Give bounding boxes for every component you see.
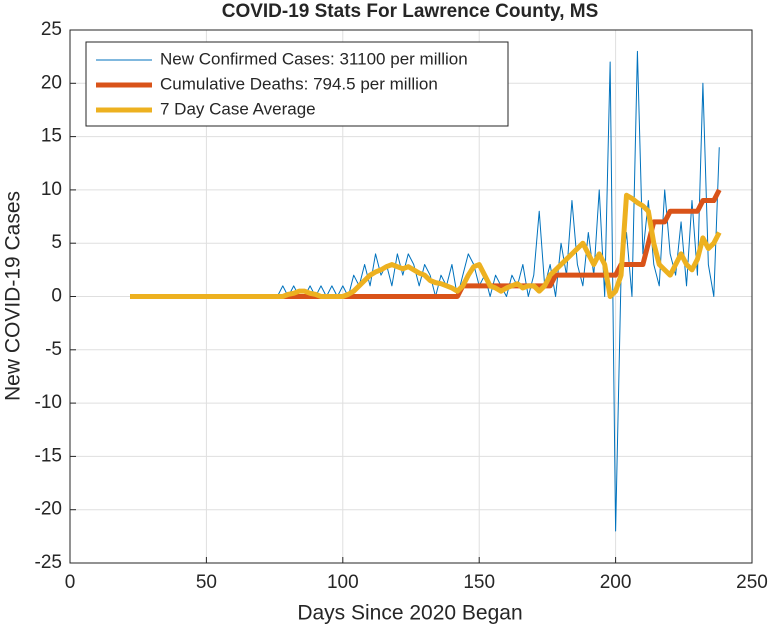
chart-title: COVID-19 Stats For Lawrence County, MS bbox=[222, 1, 599, 22]
y-tick-label: 0 bbox=[51, 286, 62, 307]
legend-label: Cumulative Deaths: 794.5 per million bbox=[160, 74, 438, 93]
x-axis-label: Days Since 2020 Began bbox=[297, 602, 522, 625]
plot-lines bbox=[130, 50, 722, 532]
y-tick-label: 25 bbox=[41, 19, 62, 40]
y-tick-label: 15 bbox=[41, 126, 62, 147]
y-tick-label: 5 bbox=[51, 232, 62, 253]
x-tick-label: 100 bbox=[327, 572, 359, 593]
x-tick-label: 250 bbox=[736, 572, 768, 593]
x-tick-label: 150 bbox=[463, 572, 495, 593]
x-tick-label: 50 bbox=[196, 572, 217, 593]
legend-label: New Confirmed Cases: 31100 per million bbox=[160, 49, 468, 68]
y-tick-label: -25 bbox=[35, 552, 62, 573]
legend-box bbox=[85, 41, 509, 127]
legend: New Confirmed Cases: 31100 per million Cu… bbox=[85, 41, 509, 127]
series-line bbox=[130, 192, 722, 299]
y-tick-label: -20 bbox=[35, 499, 62, 520]
y-tick-label: -10 bbox=[35, 392, 62, 413]
y-axis-label: New COVID-19 Cases bbox=[2, 191, 25, 401]
y-tick-label: 20 bbox=[41, 72, 62, 93]
ticks: 0 50 100 150 200 250 -25 -20 -15 -10 -5 0 5 10 15 20 25 bbox=[35, 19, 768, 593]
y-tick-label: 10 bbox=[41, 179, 62, 200]
y-tick-label: -5 bbox=[45, 339, 62, 360]
legend-label: 7 Day Case Average bbox=[160, 99, 316, 118]
x-tick-label: 0 bbox=[65, 572, 76, 593]
x-tick-label: 200 bbox=[600, 572, 632, 593]
y-tick-label: -15 bbox=[35, 445, 62, 466]
